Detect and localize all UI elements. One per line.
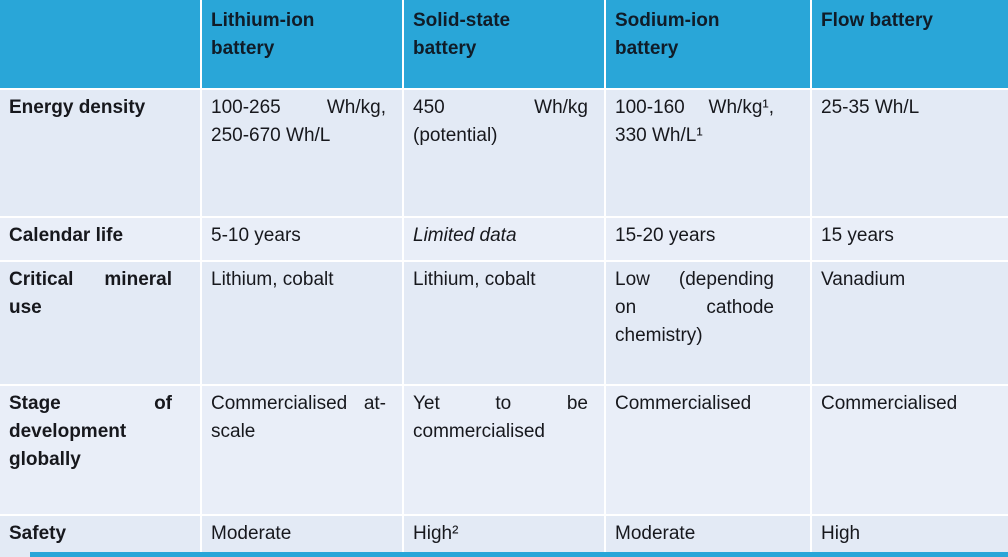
cell-calendar-life-sodium-ion: 15-20 years bbox=[606, 218, 810, 260]
cell-safety-solid-state: High² bbox=[404, 516, 604, 557]
header-flow-battery-label: Flow battery bbox=[821, 10, 933, 31]
cell-safety-lithium-ion: Moderate bbox=[202, 516, 402, 557]
cell-stage-sodium-ion: Commercialised bbox=[606, 386, 810, 514]
cell-stage-solid-state: Yet to be commercialised bbox=[404, 386, 604, 514]
row-label-critical-mineral-use: Critical mineral use bbox=[0, 262, 200, 384]
cell-energy-density-solid-state: 450 Wh/kg (potential) bbox=[404, 90, 604, 216]
cell-critical-mineral-sodium-ion: Low (depending on cathode chemistry) bbox=[606, 262, 810, 384]
header-solid-state-battery: Solid-state battery bbox=[404, 0, 604, 88]
cell-energy-density-flow: 25-35 Wh/L bbox=[812, 90, 1008, 216]
header-empty-cell bbox=[0, 0, 200, 88]
cell-calendar-life-lithium-ion: 5-10 years bbox=[202, 218, 402, 260]
cell-energy-density-lithium-ion: 100-265 Wh/kg, 250-670 Wh/L bbox=[202, 90, 402, 216]
header-sodium-ion-label: Sodium-ion battery bbox=[615, 10, 720, 59]
cell-stage-flow: Commercialised bbox=[812, 386, 1008, 514]
header-solid-state-label: Solid-state battery bbox=[413, 10, 511, 59]
cell-calendar-life-flow: 15 years bbox=[812, 218, 1008, 260]
cell-stage-lithium-ion: Commercialised at-scale bbox=[202, 386, 402, 514]
header-sodium-ion-battery: Sodium-ion battery bbox=[606, 0, 810, 88]
header-lithium-ion-label: Lithium-ion battery bbox=[211, 10, 315, 59]
cell-critical-mineral-flow: Vanadium bbox=[812, 262, 1008, 384]
header-lithium-ion-battery: Lithium-ion battery bbox=[202, 0, 402, 88]
row-label-stage-of-development: Stage of development globally bbox=[0, 386, 200, 514]
cell-critical-mineral-lithium-ion: Lithium, cobalt bbox=[202, 262, 402, 384]
cell-safety-flow: High bbox=[812, 516, 1008, 557]
cell-energy-density-sodium-ion: 100-160 Wh/kg¹, 330 Wh/L¹ bbox=[606, 90, 810, 216]
cell-safety-sodium-ion: Moderate bbox=[606, 516, 810, 557]
cell-critical-mineral-solid-state: Lithium, cobalt bbox=[404, 262, 604, 384]
header-flow-battery: Flow battery bbox=[812, 0, 1008, 88]
cell-calendar-life-solid-state: Limited data bbox=[404, 218, 604, 260]
bottom-accent-bar bbox=[30, 552, 1008, 557]
row-label-safety: Safety bbox=[0, 516, 200, 557]
row-label-calendar-life: Calendar life bbox=[0, 218, 200, 260]
row-label-energy-density: Energy density bbox=[0, 90, 200, 216]
